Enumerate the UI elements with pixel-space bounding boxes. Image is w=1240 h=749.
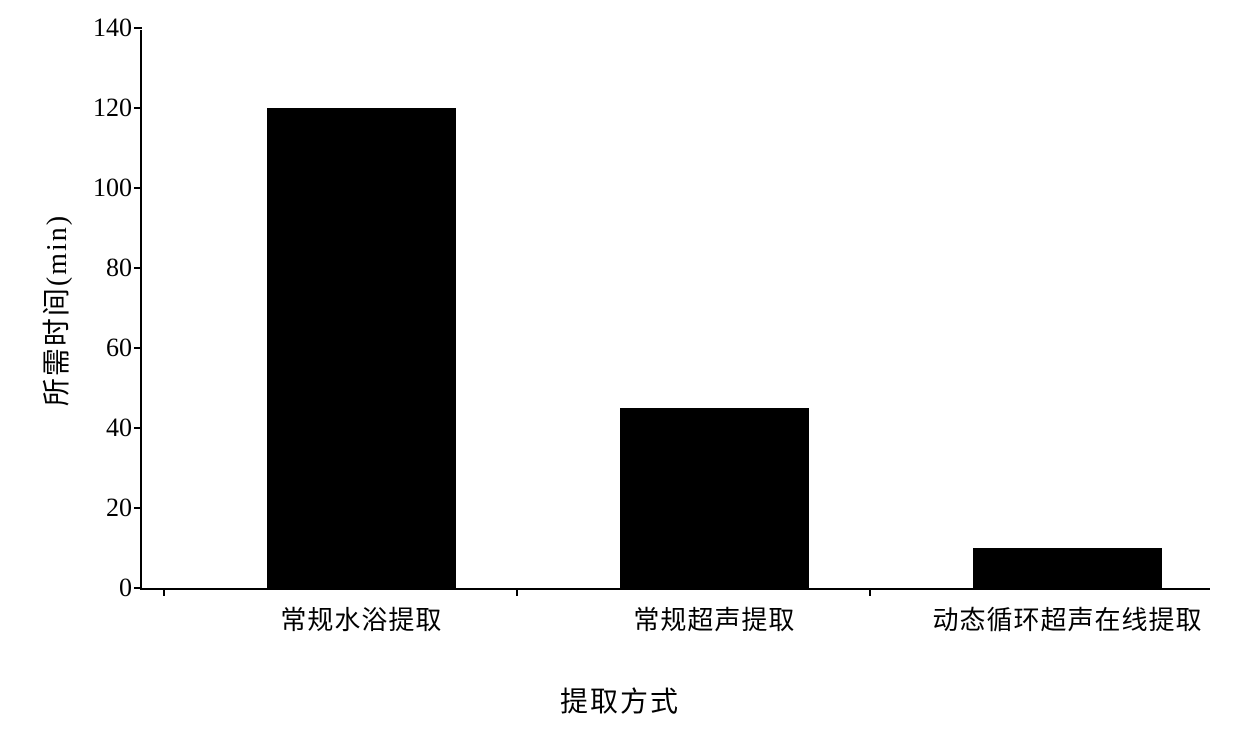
plot-area: 020406080100120140常规水浴提取常规超声提取动态循环超声在线提取: [140, 30, 1210, 590]
y-tick-mark: [134, 267, 142, 269]
y-axis-label: 所需时间(min): [35, 214, 75, 406]
y-tick-label: 40: [106, 413, 132, 443]
x-tick-mark: [516, 588, 518, 596]
x-category-label: 常规超声提取: [633, 600, 795, 637]
x-tick-mark: [163, 588, 165, 596]
y-tick-label: 20: [106, 493, 132, 523]
x-axis-label: 提取方式: [560, 680, 680, 720]
y-tick-mark: [134, 347, 142, 349]
y-tick-mark: [134, 27, 142, 29]
bar: [620, 408, 809, 588]
x-category-label: 动态循环超声在线提取: [933, 600, 1203, 637]
y-tick-label: 0: [119, 573, 132, 603]
y-tick-mark: [134, 507, 142, 509]
y-tick-mark: [134, 187, 142, 189]
y-tick-label: 120: [93, 93, 132, 123]
y-tick-mark: [134, 427, 142, 429]
x-category-label: 常规水浴提取: [280, 600, 442, 637]
x-tick-mark: [869, 588, 871, 596]
y-tick-label: 60: [106, 333, 132, 363]
y-tick-mark: [134, 107, 142, 109]
bar: [973, 548, 1162, 588]
y-tick-label: 140: [93, 13, 132, 43]
bar: [267, 108, 456, 588]
y-tick-mark: [134, 587, 142, 589]
bar-chart: 所需时间(min) 020406080100120140常规水浴提取常规超声提取…: [10, 10, 1230, 740]
y-tick-label: 100: [93, 173, 132, 203]
y-tick-label: 80: [106, 253, 132, 283]
